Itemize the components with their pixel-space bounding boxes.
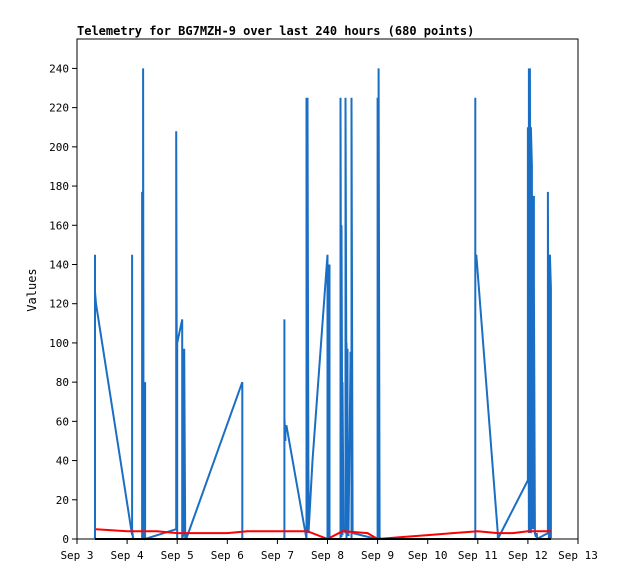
x-tick-label: Sep 3 xyxy=(60,549,93,562)
x-tick-label: Sep 5 xyxy=(161,549,194,562)
x-tick-label: Sep 13 xyxy=(558,549,598,562)
x-tick-label: Sep 6 xyxy=(211,549,244,562)
x-axis: Sep 3 Sep 4 Sep 5 Sep 6 Sep 7 Sep 8 Sep 9 Sep 1… xyxy=(60,539,598,562)
y-axis: 0 20 40 60 80 100 120 140 160 180 200 220 240 xyxy=(49,62,77,546)
y-tick-label: 20 xyxy=(56,494,69,507)
y-axis-label: Values xyxy=(25,268,39,311)
y-tick-label: 160 xyxy=(49,219,69,232)
y-tick-label: 80 xyxy=(56,376,69,389)
chart-title: Telemetry for BG7MZH-9 over last 240 hou… xyxy=(77,24,474,38)
y-tick-label: 40 xyxy=(56,455,69,468)
y-tick-label: 140 xyxy=(49,258,69,271)
x-tick-label: Sep 10 xyxy=(408,549,448,562)
x-tick-label: Sep 4 xyxy=(111,549,144,562)
y-tick-label: 100 xyxy=(49,337,69,350)
y-tick-label: 0 xyxy=(62,533,69,546)
series-layer xyxy=(94,68,552,541)
y-tick-label: 180 xyxy=(49,180,69,193)
series-line-1 xyxy=(94,68,552,541)
y-tick-label: 240 xyxy=(49,62,69,75)
x-tick-label: Sep 8 xyxy=(311,549,344,562)
x-tick-label: Sep 11 xyxy=(458,549,498,562)
x-tick-label: Sep 12 xyxy=(508,549,548,562)
y-tick-label: 200 xyxy=(49,141,69,154)
y-tick-label: 120 xyxy=(49,298,69,311)
y-tick-label: 60 xyxy=(56,415,69,428)
y-tick-label: 220 xyxy=(49,102,69,115)
x-tick-label: Sep 7 xyxy=(261,549,294,562)
x-tick-label: Sep 9 xyxy=(361,549,394,562)
series-line-2 xyxy=(95,528,551,541)
